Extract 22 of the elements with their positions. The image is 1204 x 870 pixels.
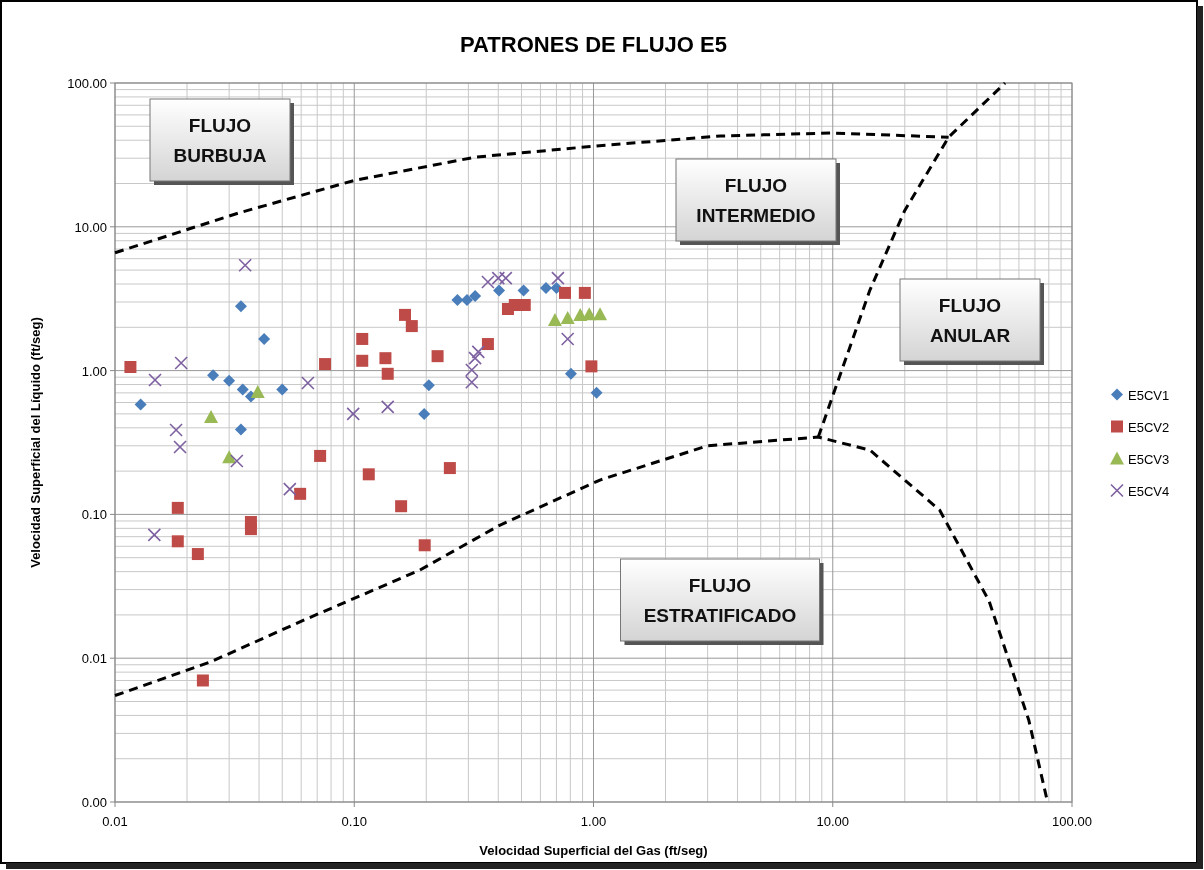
x-tick-label: 1.00 <box>580 814 607 829</box>
y-axis-title: Velocidad Superficial del Líquido (ft/seg) <box>28 317 43 568</box>
annotation: FLUJO ESTRATIFICADO <box>643 575 797 626</box>
legend-label: E5CV1 <box>1128 387 1170 403</box>
x-tick-label: 0.10 <box>341 814 367 829</box>
y-tick-label: 100.00 <box>67 76 107 91</box>
annotation: FLUJO BURBUJA <box>173 115 267 166</box>
annotation: FLUJO ANULAR <box>929 295 1011 346</box>
y-tick-label: 10.00 <box>74 219 107 235</box>
annotation: FLUJO INTERMEDIO <box>696 175 816 226</box>
x-tick-label: 10.00 <box>816 814 850 829</box>
chart-title: PATRONES DE FLUJO E5 <box>460 32 727 57</box>
y-tick-label: 0.01 <box>81 651 107 667</box>
y-tick-label: 0.00 <box>81 795 107 810</box>
x-tick-label: 100.00 <box>1052 814 1092 829</box>
y-tick-label: 1.00 <box>81 363 107 379</box>
x-axis-title: Velocidad Superficial del Gas (ft/seg) <box>479 843 708 858</box>
x-tick-label: 0.01 <box>102 814 128 829</box>
legend-label: E5CV4 <box>1128 483 1170 499</box>
y-tick-label: 0.10 <box>81 507 107 523</box>
legend-label: E5CV2 <box>1128 419 1170 435</box>
legend-label: E5CV3 <box>1128 451 1170 467</box>
